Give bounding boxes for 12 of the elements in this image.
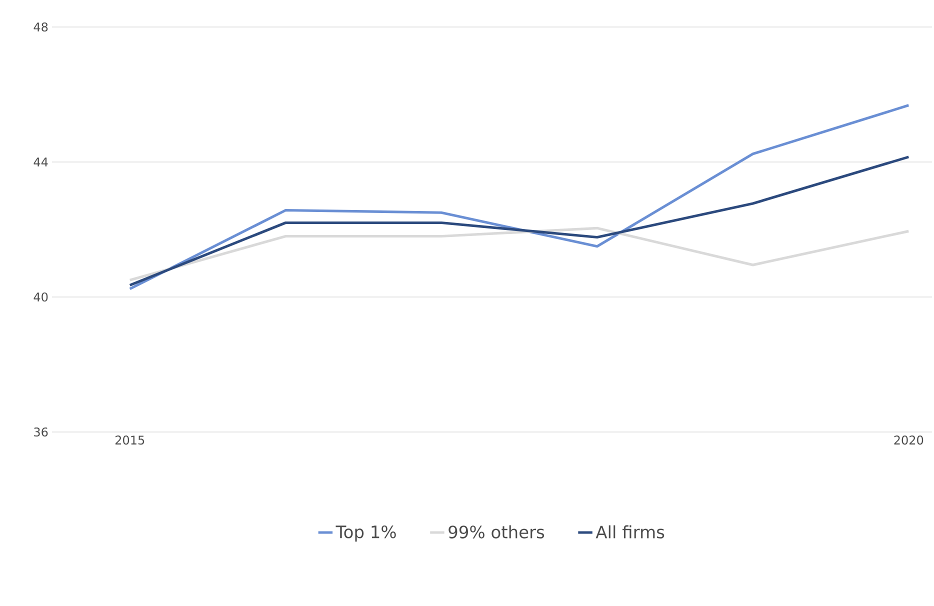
- y-tick-label: 44: [34, 158, 48, 166]
- y-tick-label: 36: [34, 427, 48, 437]
- legend-label: Top 1%: [336, 525, 396, 542]
- line-series: [128, 104, 910, 290]
- line-series: [128, 156, 910, 286]
- y-tick-label: 40: [34, 292, 48, 302]
- line-series: [128, 226, 910, 282]
- legend-label: 99% others: [448, 525, 544, 538]
- x-tick-label: 2015: [115, 436, 144, 445]
- y-tick-label: 48: [34, 22, 48, 32]
- legend-label: All firms: [596, 525, 664, 538]
- x-tick-label: 2020: [894, 436, 924, 445]
